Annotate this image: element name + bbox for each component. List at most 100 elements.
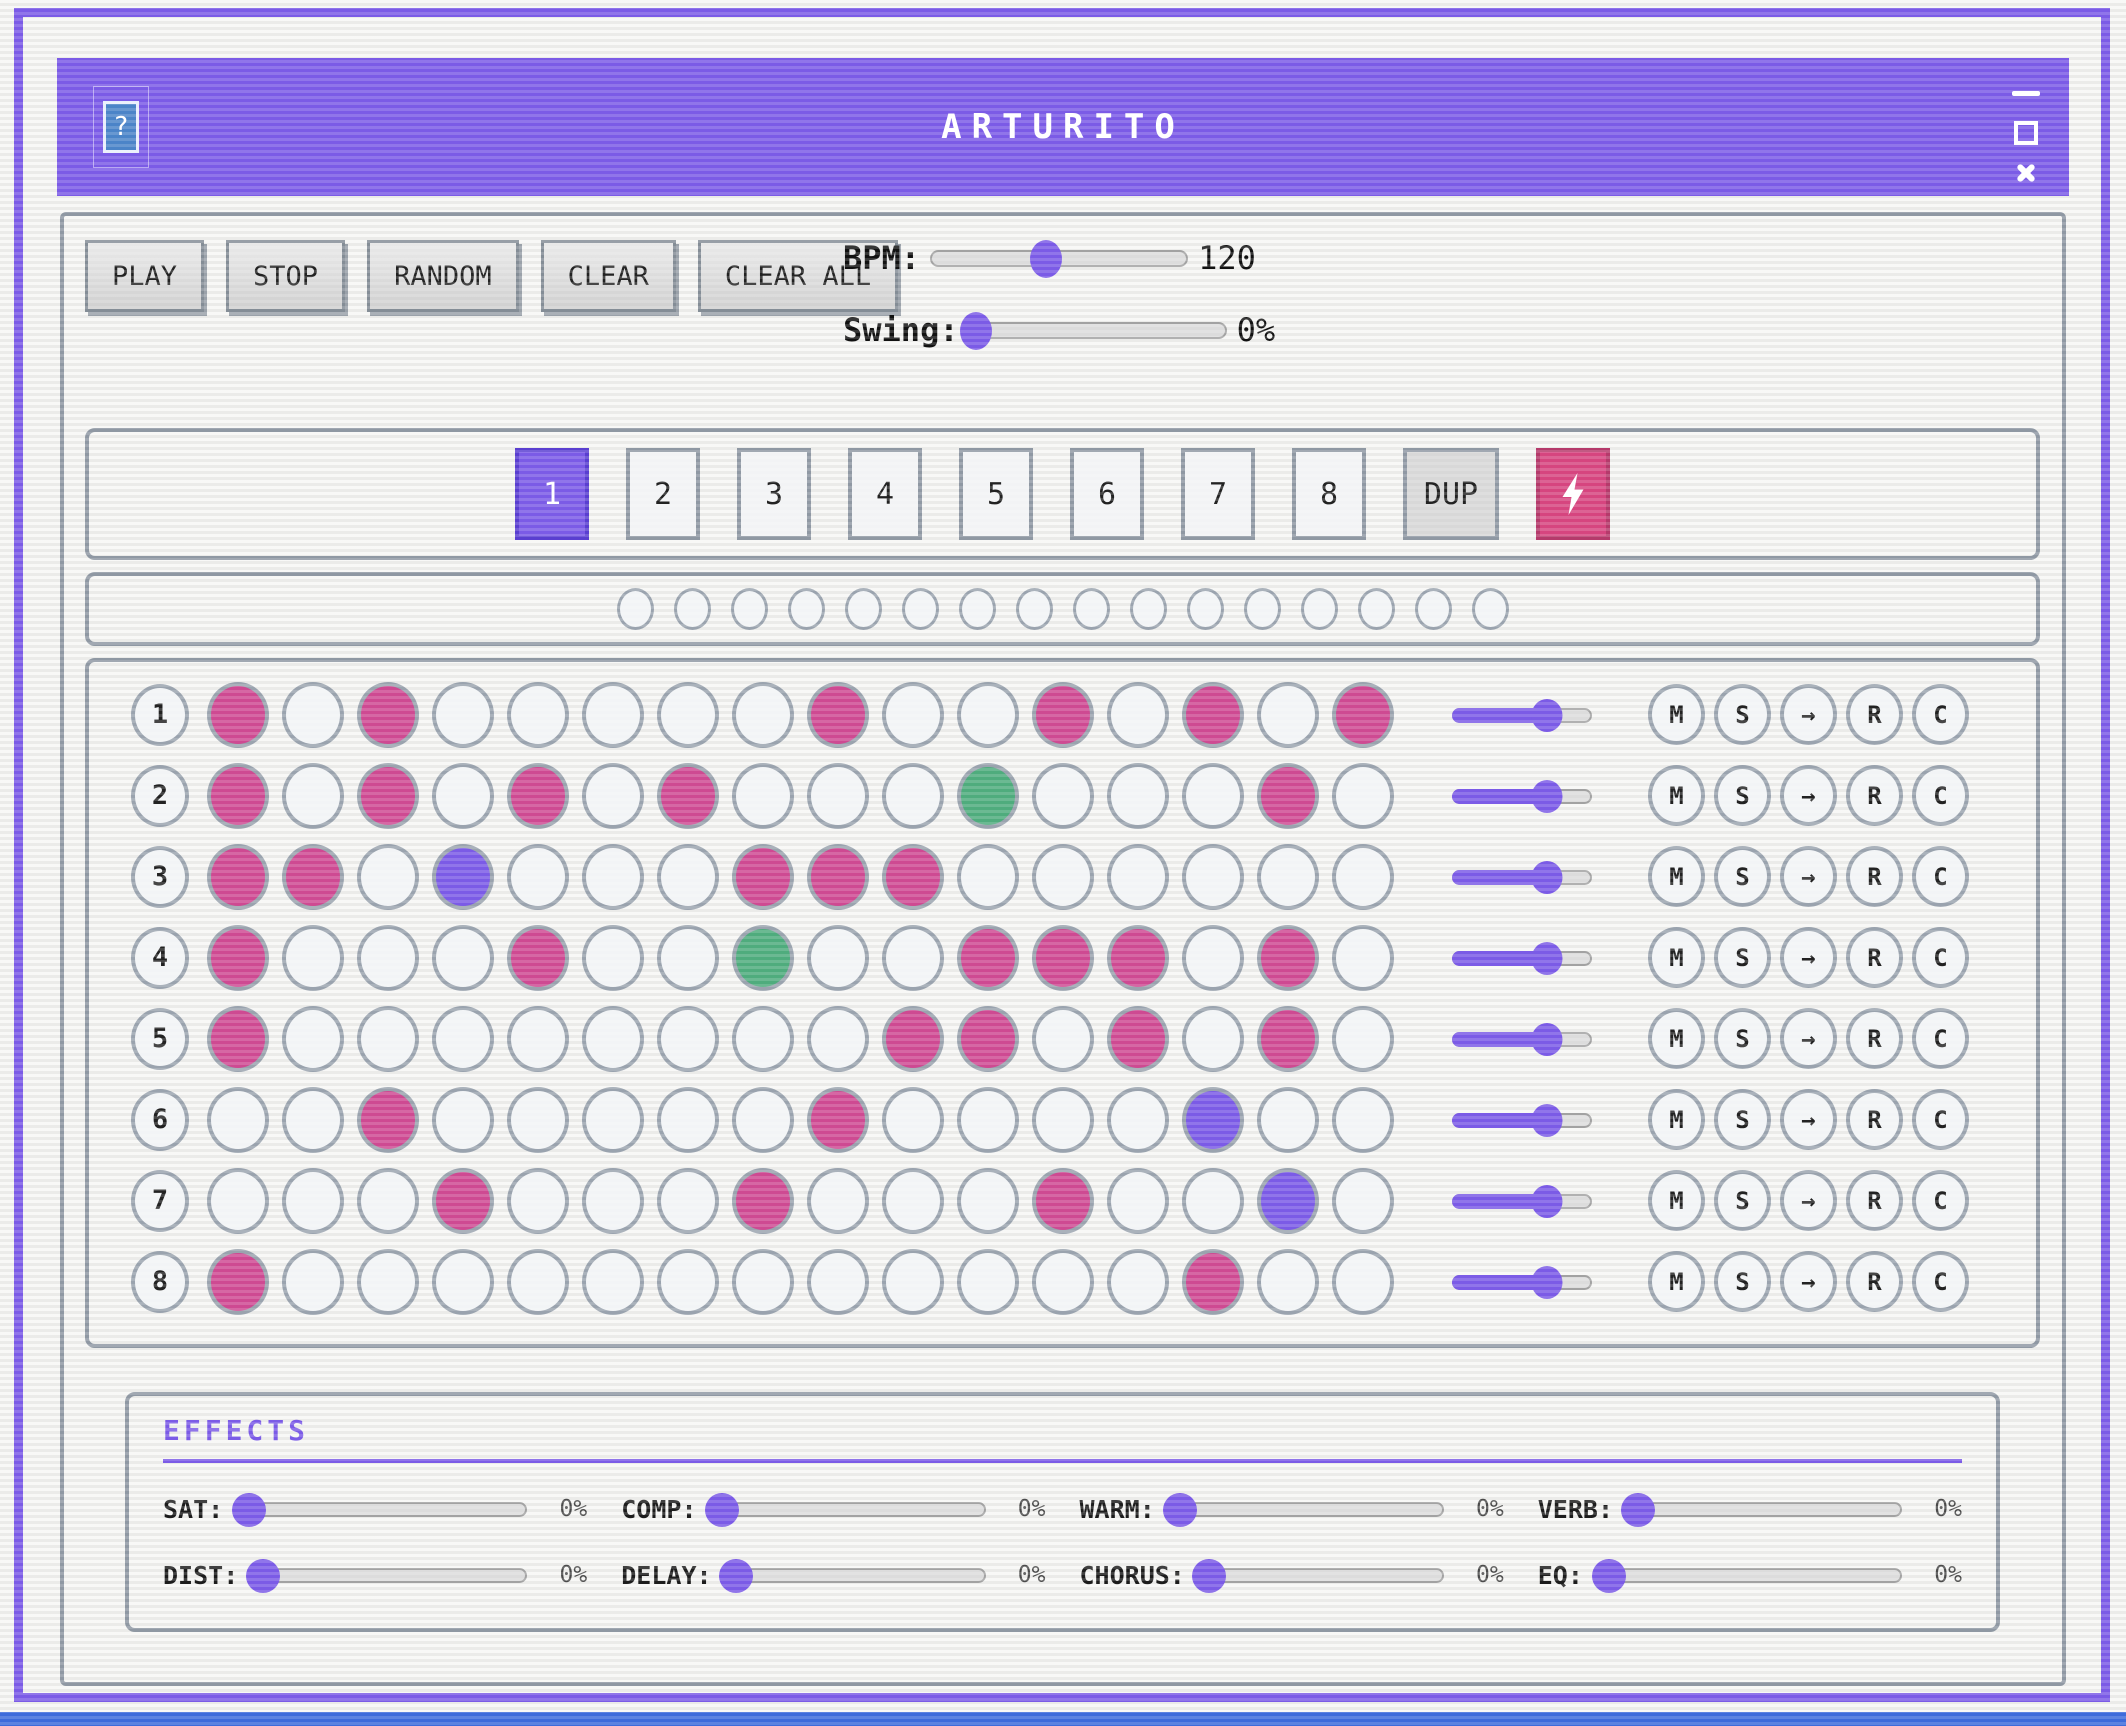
random-row-button-row-3[interactable]: R	[1846, 846, 1903, 907]
step-8-13[interactable]	[1107, 1248, 1169, 1315]
step-6-11[interactable]	[957, 1086, 1019, 1153]
volume-thumb[interactable]	[1531, 1265, 1563, 1299]
step-5-8[interactable]	[732, 1005, 794, 1072]
step-7-10[interactable]	[882, 1167, 944, 1234]
step-3-7[interactable]	[657, 843, 719, 910]
step-1-8[interactable]	[732, 681, 794, 748]
step-6-1[interactable]	[207, 1086, 269, 1153]
step-7-3[interactable]	[357, 1167, 419, 1234]
step-3-13[interactable]	[1107, 843, 1169, 910]
step-3-11[interactable]	[957, 843, 1019, 910]
step-8-15[interactable]	[1257, 1248, 1319, 1315]
step-4-5-active-pink[interactable]	[507, 924, 569, 991]
mute-button-row-4[interactable]: M	[1648, 927, 1705, 988]
step-6-9-active-pink[interactable]	[807, 1086, 869, 1153]
step-2-7-active-pink[interactable]	[657, 762, 719, 829]
step-4-2[interactable]	[282, 924, 344, 991]
step-5-14[interactable]	[1182, 1005, 1244, 1072]
pattern-button-1[interactable]: 1	[515, 448, 589, 540]
pattern-button-2[interactable]: 2	[626, 448, 700, 540]
step-4-4[interactable]	[432, 924, 494, 991]
pattern-button-7[interactable]: 7	[1181, 448, 1255, 540]
step-5-1-active-pink[interactable]	[207, 1005, 269, 1072]
step-5-16[interactable]	[1332, 1005, 1394, 1072]
step-1-12-active-pink[interactable]	[1032, 681, 1094, 748]
step-8-14-active-pink[interactable]	[1182, 1248, 1244, 1315]
pattern-button-6[interactable]: 6	[1070, 448, 1144, 540]
step-1-6[interactable]	[582, 681, 644, 748]
step-1-4[interactable]	[432, 681, 494, 748]
volume-thumb[interactable]	[1531, 779, 1563, 813]
step-6-4[interactable]	[432, 1086, 494, 1153]
step-2-8[interactable]	[732, 762, 794, 829]
solo-button-row-6[interactable]: S	[1714, 1089, 1771, 1150]
effect-thumb[interactable]	[718, 1559, 753, 1593]
step-6-5[interactable]	[507, 1086, 569, 1153]
volume-thumb[interactable]	[1531, 1022, 1563, 1056]
clear-row-button-row-3[interactable]: C	[1912, 846, 1969, 907]
step-5-3[interactable]	[357, 1005, 419, 1072]
pattern-button-3[interactable]: 3	[737, 448, 811, 540]
step-4-1-active-pink[interactable]	[207, 924, 269, 991]
effect-slider-chorus[interactable]	[1191, 1555, 1444, 1595]
step-6-14-active-purple[interactable]	[1182, 1086, 1244, 1153]
volume-slider-row-1[interactable]	[1452, 698, 1592, 732]
random-row-button-row-6[interactable]: R	[1846, 1089, 1903, 1150]
step-8-16[interactable]	[1332, 1248, 1394, 1315]
lightning-button[interactable]	[1536, 448, 1610, 540]
step-3-1-active-pink[interactable]	[207, 843, 269, 910]
help-button[interactable]: ?	[93, 86, 149, 168]
step-1-13[interactable]	[1107, 681, 1169, 748]
effect-thumb[interactable]	[246, 1559, 281, 1593]
volume-thumb[interactable]	[1531, 941, 1563, 975]
random-row-button-row-7[interactable]: R	[1846, 1170, 1903, 1231]
step-4-9[interactable]	[807, 924, 869, 991]
step-3-9-active-pink[interactable]	[807, 843, 869, 910]
effect-slider-verb[interactable]	[1621, 1489, 1902, 1529]
random-row-button-row-4[interactable]: R	[1846, 927, 1903, 988]
mute-button-row-1[interactable]: M	[1648, 684, 1705, 745]
step-1-9-active-pink[interactable]	[807, 681, 869, 748]
duplicate-pattern-button[interactable]: DUP	[1403, 448, 1499, 540]
step-3-2-active-pink[interactable]	[282, 843, 344, 910]
step-7-12-active-pink[interactable]	[1032, 1167, 1094, 1234]
step-1-2[interactable]	[282, 681, 344, 748]
random-button[interactable]: RANDOM	[367, 240, 519, 312]
step-6-16[interactable]	[1332, 1086, 1394, 1153]
step-1-15[interactable]	[1257, 681, 1319, 748]
step-8-1-active-pink[interactable]	[207, 1248, 269, 1315]
step-2-5-active-pink[interactable]	[507, 762, 569, 829]
step-2-10[interactable]	[882, 762, 944, 829]
step-4-13-active-pink[interactable]	[1107, 924, 1169, 991]
volume-thumb[interactable]	[1531, 698, 1563, 732]
step-5-11-active-pink[interactable]	[957, 1005, 1019, 1072]
step-3-8-active-pink[interactable]	[732, 843, 794, 910]
minimize-button[interactable]	[2009, 80, 2043, 106]
step-8-9[interactable]	[807, 1248, 869, 1315]
clear-row-button-row-2[interactable]: C	[1912, 765, 1969, 826]
effect-slider-delay[interactable]	[718, 1555, 986, 1595]
effect-slider-sat[interactable]	[231, 1489, 528, 1529]
pattern-button-8[interactable]: 8	[1292, 448, 1366, 540]
step-4-8-active-green[interactable]	[732, 924, 794, 991]
step-6-15[interactable]	[1257, 1086, 1319, 1153]
volume-slider-row-7[interactable]	[1452, 1184, 1592, 1218]
step-6-2[interactable]	[282, 1086, 344, 1153]
step-1-7[interactable]	[657, 681, 719, 748]
step-2-3-active-pink[interactable]	[357, 762, 419, 829]
step-7-7[interactable]	[657, 1167, 719, 1234]
pattern-button-4[interactable]: 4	[848, 448, 922, 540]
mute-button-row-3[interactable]: M	[1648, 846, 1705, 907]
swing-slider[interactable]	[960, 310, 1227, 350]
effect-slider-dist[interactable]	[246, 1555, 528, 1595]
solo-button-row-5[interactable]: S	[1714, 1008, 1771, 1069]
step-8-11[interactable]	[957, 1248, 1019, 1315]
send-button-row-6[interactable]: →	[1780, 1089, 1837, 1150]
step-3-12[interactable]	[1032, 843, 1094, 910]
send-button-row-4[interactable]: →	[1780, 927, 1837, 988]
step-5-4[interactable]	[432, 1005, 494, 1072]
volume-slider-row-3[interactable]	[1452, 860, 1592, 894]
send-button-row-7[interactable]: →	[1780, 1170, 1837, 1231]
step-1-16-active-pink[interactable]	[1332, 681, 1394, 748]
solo-button-row-2[interactable]: S	[1714, 765, 1771, 826]
